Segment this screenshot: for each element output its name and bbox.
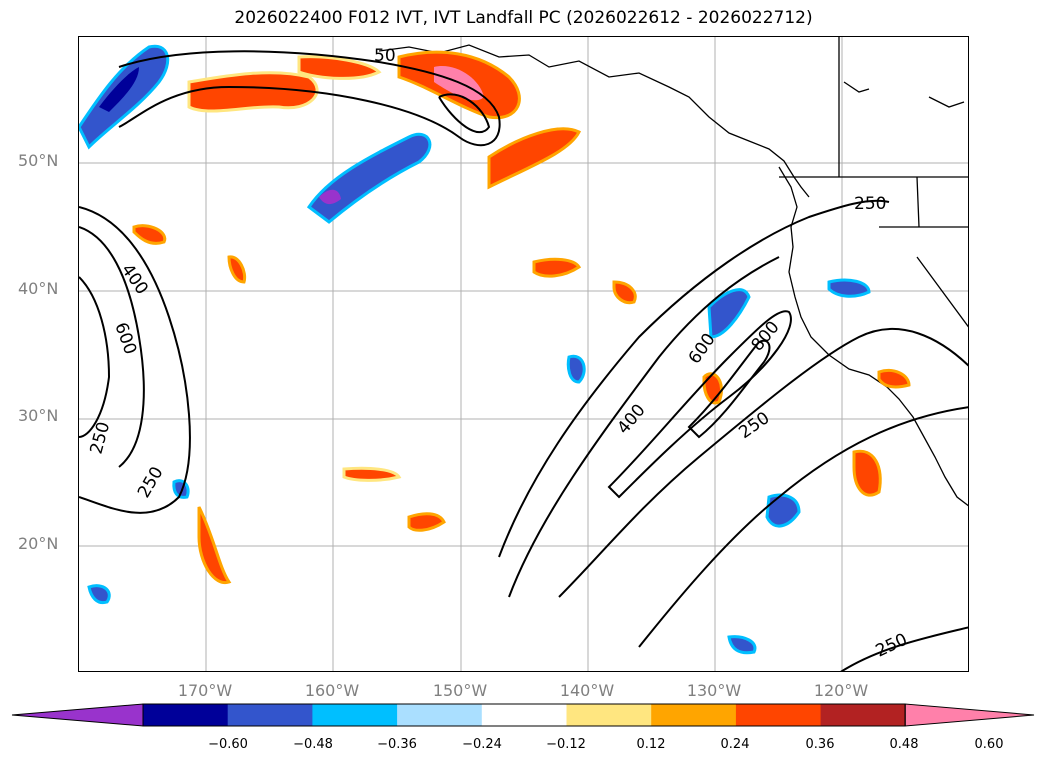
colorbar-segment [566,704,652,726]
lon-label-170w: 170°W [177,681,233,700]
map-canvas: 400 600 250 250 50 250 600 800 400 250 2… [79,37,968,671]
lat-label-30n: 30°N [18,406,59,425]
map-panel: 400 600 250 250 50 250 600 800 400 250 2… [78,36,969,672]
contour-label-250-bottom: 250 [873,630,911,662]
contour-label-250-left-b: 250 [134,463,168,501]
colorbar-tick: 0.24 [720,737,750,752]
ivt-contours [79,50,968,671]
lat-label-40n: 40°N [18,279,59,298]
gridlines [79,37,968,671]
map-title: 2026022400 F012 IVT, IVT Landfall PC (20… [234,8,813,28]
colorbar-tick: −0.24 [462,737,502,752]
colorbar-segment [820,704,906,726]
colorbar-tick: −0.36 [377,737,417,752]
colorbar-extend-min [11,703,144,727]
coastlines [378,37,968,507]
colorbar-tick: 0.12 [636,737,666,752]
colorbar-segment [312,704,398,726]
colorbar-segment [735,704,822,726]
lat-label-50n: 50°N [18,151,59,170]
contour-label-400-right: 400 [614,400,650,438]
colorbar-segment [227,704,313,726]
colorbar-tick: 0.36 [805,737,835,752]
negative-ivt-anomalies [79,44,871,655]
contour-label-250-right: 250 [735,408,773,443]
contour-label-250-right-top: 250 [854,194,886,214]
colorbar-tick: −0.48 [293,737,333,752]
colorbar-tick: −0.12 [546,737,586,752]
colorbar-tick: 0.48 [889,737,919,752]
colorbar-tick: −0.60 [208,737,248,752]
lon-label-160w: 160°W [304,681,360,700]
colorbar-segment [397,704,483,726]
colorbar-extend-max [904,703,1035,727]
colorbar-segment [481,704,567,726]
colorbar-tick: 0.60 [974,737,1004,752]
lon-label-120w: 120°W [813,681,869,700]
contour-label-250-left-a: 250 [87,420,115,457]
contour-label-top: 50 [374,46,396,66]
colorbar-segment [143,704,229,726]
colorbar-segment [651,704,737,726]
lat-label-20n: 20°N [18,534,59,553]
contour-label-600-left: 600 [110,320,140,357]
lon-label-150w: 150°W [432,681,488,700]
positive-ivt-anomalies [132,50,911,585]
lon-label-130w: 130°W [686,681,742,700]
lon-label-140w: 140°W [559,681,615,700]
colorbar [11,703,1035,727]
